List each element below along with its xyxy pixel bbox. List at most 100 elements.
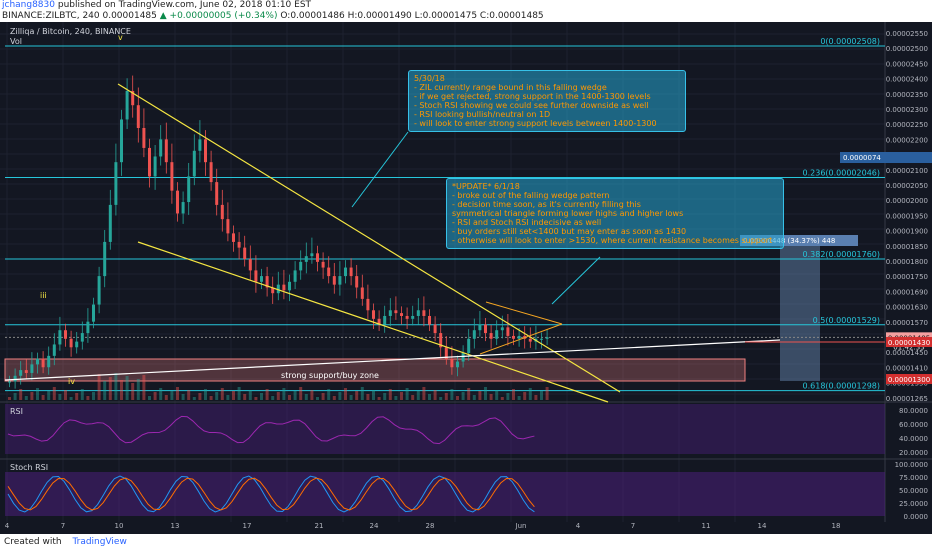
candle-body	[405, 315, 409, 319]
time-tick: 7	[631, 522, 635, 530]
volume-bar	[495, 390, 499, 400]
candle-body	[19, 370, 23, 376]
candle-body	[125, 90, 129, 120]
volume-bar	[243, 394, 247, 400]
created-with-text: Created with	[4, 537, 62, 547]
price-tick: 0.00001900	[886, 228, 928, 236]
price-tick: 0.00002500	[886, 45, 928, 53]
candle-body	[97, 276, 101, 305]
note1-pointer	[351, 131, 409, 208]
price-tick: 0.00002200	[886, 136, 928, 144]
candle-body	[456, 361, 459, 368]
volume-bar	[528, 388, 532, 400]
price-tick: 0.00002300	[886, 106, 928, 114]
price-tick: 0.00002250	[886, 121, 928, 129]
price-tick: 0.00001630	[886, 304, 928, 312]
candle-body	[69, 338, 73, 348]
volume-bar	[321, 393, 325, 400]
volume-bar	[388, 389, 392, 400]
time-tick: 28	[426, 522, 435, 530]
rsi-label: RSI	[10, 407, 23, 416]
candle-body	[450, 358, 454, 368]
volume-bar	[282, 388, 286, 400]
time-tick: Jun	[515, 522, 527, 530]
price-tick: 0.00001800	[886, 258, 928, 266]
time-tick: 7	[61, 522, 65, 530]
volume-bar	[170, 391, 174, 400]
stoch-k-line	[7, 475, 535, 513]
volume-bar	[41, 395, 45, 400]
volume-bar	[52, 387, 56, 400]
time-tick: 4	[576, 522, 581, 530]
candle-body	[80, 333, 84, 342]
price-tick: 0.00002100	[886, 167, 928, 175]
candle-body	[383, 315, 387, 325]
volume-bar	[131, 383, 135, 400]
price-tick: 0.00001850	[886, 243, 928, 251]
price-tick: 0.00001410	[886, 364, 928, 372]
volume-bar	[19, 389, 23, 400]
analysis-note-1[interactable]: 5/30/18 - ZIL currently range bound in t…	[408, 70, 686, 132]
candle-body	[52, 344, 56, 356]
volume-bar	[422, 387, 426, 400]
volume-bar	[181, 394, 185, 400]
volume-bar	[148, 396, 151, 400]
tradingview-logo[interactable]: TradingView	[72, 537, 127, 547]
candle-body	[332, 276, 336, 285]
candle-body	[13, 375, 17, 382]
candle-body	[148, 147, 151, 177]
candle-body	[142, 127, 146, 148]
candle-body	[500, 327, 504, 331]
analysis-note-2[interactable]: *UPDATE* 6/1/18 - broke out of the falli…	[446, 178, 784, 249]
volume-bar	[248, 390, 252, 400]
candle-body	[467, 338, 471, 354]
candle-body	[103, 241, 107, 277]
candle-body	[372, 310, 375, 319]
publish-header: jchang8830 published on TradingView.com,…	[0, 0, 932, 22]
note2-pointer	[551, 256, 601, 305]
price-tick: 0.00001950	[886, 212, 928, 220]
volume-bar	[517, 396, 521, 400]
candle-body	[276, 284, 280, 294]
volume-bar	[198, 393, 202, 400]
volume-bar	[355, 391, 359, 400]
published-text: published on TradingView.com, June 02, 2…	[57, 0, 312, 10]
drawings	[4, 83, 885, 403]
candle-body	[131, 90, 135, 106]
volume-bar	[108, 377, 112, 400]
candle-body	[416, 310, 420, 316]
candle-body	[114, 162, 118, 205]
volume-bar	[304, 394, 308, 400]
chart-canvas[interactable]: 0(0.00002508) 0.236(0.00002046) 0.382(0.00…	[0, 22, 932, 534]
volume-bar	[484, 387, 487, 400]
fib-label: 0.618(0.00001298)	[803, 382, 881, 391]
time-tick: 10	[115, 522, 124, 530]
candle-body	[181, 202, 185, 214]
stoch-tick: 50.0000	[899, 487, 928, 495]
measure-top-tag-bg	[840, 152, 932, 163]
fib-label: 0(0.00002508)	[820, 37, 880, 46]
candle-body	[461, 353, 465, 362]
candle-body	[75, 341, 79, 348]
author-link[interactable]: jchang8830	[2, 0, 55, 10]
support-trendline	[4, 339, 781, 381]
volume-bar	[411, 395, 415, 400]
candle-body	[433, 324, 437, 334]
candle-body	[8, 381, 11, 383]
volume-bar	[64, 390, 67, 400]
volume-bar	[92, 392, 95, 400]
volume-bar	[215, 392, 219, 400]
volume-bar	[176, 387, 179, 400]
candle-body	[64, 330, 67, 339]
volume-bar	[58, 394, 62, 400]
volume-bar	[293, 391, 297, 400]
candle-body	[220, 204, 224, 220]
price-tick: 0.00002350	[886, 91, 928, 99]
volume-bar	[332, 396, 336, 400]
candle-body	[304, 256, 308, 262]
candle-body	[92, 304, 95, 322]
rsi-line	[7, 415, 535, 445]
candle-body	[472, 330, 476, 339]
stoch-d-line	[7, 477, 535, 511]
measure-box	[780, 246, 820, 381]
